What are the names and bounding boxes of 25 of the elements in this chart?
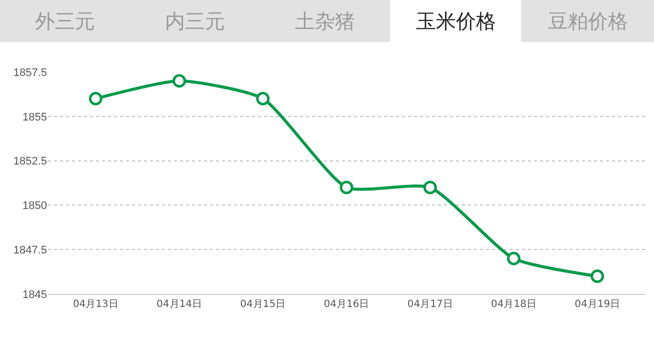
x-tick-label: 04月16日 — [324, 299, 370, 310]
y-tick-label: 1852.5 — [13, 156, 47, 168]
point — [506, 252, 520, 266]
text: 土杂猪 — [295, 9, 355, 33]
point — [172, 74, 186, 88]
x-tick-label: 04月18日 — [491, 299, 536, 310]
text: 外三元 — [35, 9, 95, 33]
y-tick-label: 1850 — [22, 200, 47, 212]
x-tick-label: 04月17日 — [407, 299, 453, 310]
point — [256, 92, 270, 106]
text: 玉米价格 — [416, 9, 496, 33]
point — [590, 269, 604, 283]
text: 内三元 — [165, 9, 225, 33]
y-tick-label: 1847.5 — [13, 244, 47, 256]
point — [423, 180, 437, 194]
y-tick-label: 1855 — [22, 111, 47, 124]
point — [340, 180, 354, 194]
point — [88, 92, 102, 106]
text: 豆粕价格 — [548, 9, 628, 33]
y-tick-label: 1845 — [22, 288, 47, 301]
x-tick-label: 04月19日 — [574, 299, 620, 310]
x-tick-label: 04月13日 — [72, 299, 118, 310]
y-tick-label: 1857.5 — [13, 66, 47, 79]
x-tick-label: 04月15日 — [240, 299, 286, 310]
x-tick-label: 04月14日 — [156, 299, 202, 310]
